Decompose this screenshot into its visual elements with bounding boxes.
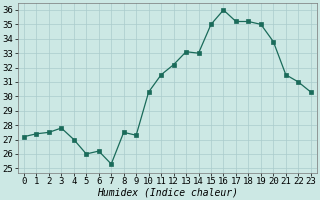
X-axis label: Humidex (Indice chaleur): Humidex (Indice chaleur) (97, 187, 238, 197)
